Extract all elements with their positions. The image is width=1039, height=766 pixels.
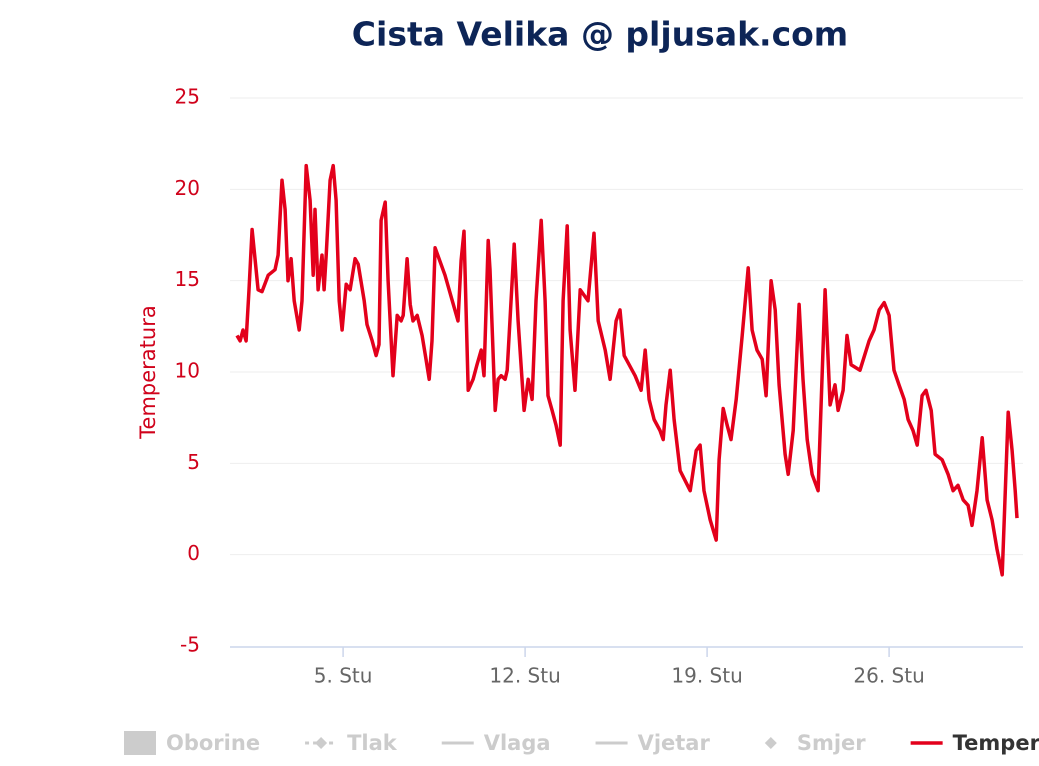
x-tick-label: 12. Stu [489,664,560,688]
x-tick-label: 19. Stu [671,664,742,688]
legend-label[interactable]: Temperatura [953,731,1039,755]
x-tick-label: 5. Stu [314,664,373,688]
legend-label[interactable]: Tlak [347,731,398,755]
chart-title: Cista Velika @ pljusak.com [352,15,848,54]
x-tick-label: 26. Stu [853,664,924,688]
y-tick-label: 25 [175,85,200,109]
y-tick-label: 10 [175,359,200,383]
legend-label[interactable]: Vlaga [484,731,551,755]
legend-symbol [764,737,777,749]
y-tick-label: 5 [187,450,200,474]
legend-label[interactable]: Oborine [166,731,260,755]
y-tick-label: -5 [180,633,200,657]
temperature-line [235,163,1019,577]
y-tick-label: 20 [175,176,200,200]
y-tick-label: 15 [175,267,200,291]
y-axis-label: Temperatura [136,305,160,439]
legend-symbol [315,737,328,749]
legend-label[interactable]: Vjetar [638,731,711,755]
legend-symbol [124,731,156,755]
y-tick-label: 0 [187,541,200,565]
legend-label[interactable]: Smjer [797,731,866,755]
